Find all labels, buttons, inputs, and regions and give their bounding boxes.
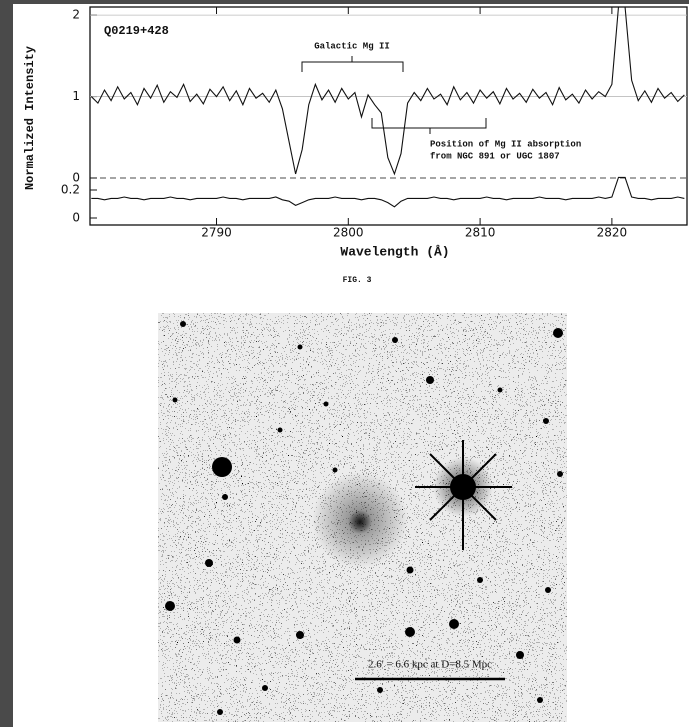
scan-border — [0, 0, 689, 4]
annotation: Galactic Mg II — [314, 41, 390, 51]
star — [392, 337, 398, 343]
star — [426, 376, 434, 384]
x-axis-label: Wavelength (Å) — [340, 244, 449, 259]
star — [497, 387, 503, 393]
star — [297, 344, 303, 350]
annotation-bracket — [371, 118, 487, 134]
y-tick-label: 1 — [72, 89, 80, 103]
sky-image: 2.6' = 6.6 kpc at D=8.5 Mpc — [158, 313, 567, 722]
star — [165, 601, 175, 611]
star — [217, 709, 223, 715]
diffraction-spikes — [415, 440, 512, 550]
star — [172, 397, 178, 403]
scan-border — [0, 0, 13, 727]
y2-tick-label: 0 — [72, 211, 80, 225]
x-tick-label: 2810 — [465, 226, 496, 240]
star — [405, 627, 415, 637]
annotation-bracket — [301, 56, 404, 72]
error-spectrum — [91, 176, 685, 208]
star — [449, 619, 459, 629]
figure-caption: FIG. 3 — [343, 276, 372, 285]
star — [212, 457, 232, 477]
star — [406, 566, 414, 574]
star — [180, 321, 186, 327]
stars — [165, 321, 563, 715]
y-tick-label: 2 — [72, 8, 80, 22]
star — [277, 427, 283, 433]
star — [537, 697, 543, 703]
star — [332, 467, 338, 473]
star — [205, 559, 213, 567]
star — [543, 418, 549, 424]
star — [323, 401, 329, 407]
spectrum-plot: Q0219+428 Normalized Intensity Wavelengt… — [23, 6, 688, 259]
plot-frame — [89, 6, 688, 226]
star — [553, 328, 563, 338]
y-axis-label: Normalized Intensity — [23, 46, 37, 190]
galaxy-core — [348, 510, 372, 534]
plot-label: Q0219+428 — [104, 24, 169, 38]
star — [545, 587, 551, 593]
star — [516, 651, 524, 659]
y2-tick-label: 0.2 — [61, 183, 80, 197]
star — [377, 687, 383, 693]
annotation: Position of Mg II absorption — [430, 139, 581, 149]
star — [233, 636, 241, 644]
star — [262, 685, 268, 691]
star — [557, 471, 563, 477]
scale-label: 2.6' = 6.6 kpc at D=8.5 Mpc — [368, 659, 492, 671]
x-tick-label: 2800 — [333, 226, 364, 240]
star — [477, 577, 483, 583]
star — [296, 631, 304, 639]
spectrum — [90, 6, 685, 176]
x-tick-label: 2820 — [597, 226, 628, 240]
x-tick-label: 2790 — [201, 226, 232, 240]
annotation: from NGC 891 or UGC 1807 — [430, 151, 560, 161]
y-tick-label: 0 — [72, 171, 80, 185]
star — [222, 494, 228, 500]
